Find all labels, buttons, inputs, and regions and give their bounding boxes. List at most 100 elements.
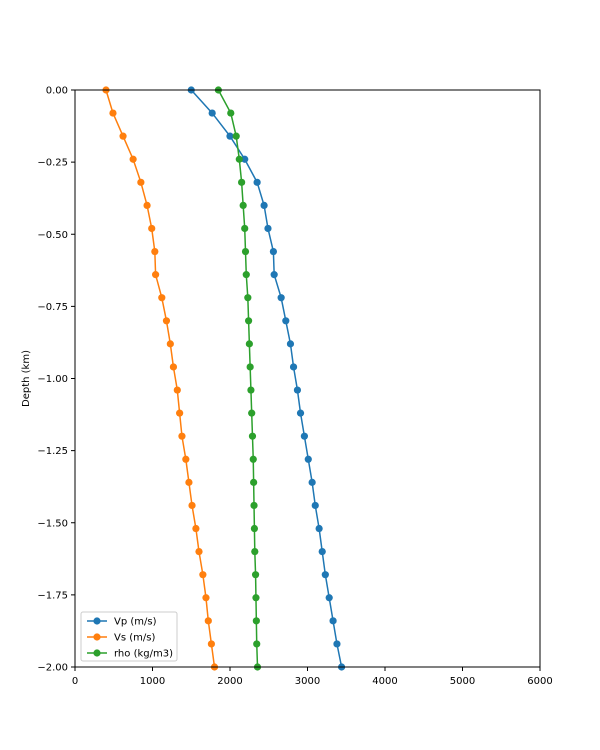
data-point	[318, 548, 326, 556]
data-point	[185, 478, 193, 486]
legend-box	[80, 611, 178, 662]
data-point	[260, 201, 268, 209]
series-line	[217, 89, 259, 668]
data-point	[188, 501, 196, 510]
data-point	[195, 548, 203, 556]
y-tick-label: 0.00	[46, 86, 68, 97]
data-point	[308, 478, 316, 486]
y-tick-label: −0.50	[37, 230, 68, 241]
data-point	[253, 640, 261, 648]
data-point	[253, 178, 261, 186]
data-point	[269, 247, 277, 256]
data-point	[226, 132, 234, 140]
data-point	[241, 247, 250, 256]
data-point	[158, 294, 166, 302]
y-axis-label: Depth (km)	[21, 350, 32, 407]
data-point	[227, 109, 235, 117]
series-2	[102, 86, 219, 671]
data-point	[311, 501, 319, 510]
data-point	[325, 594, 333, 602]
data-point	[244, 294, 252, 302]
data-point	[162, 317, 171, 325]
y-tick-label: −1.50	[37, 518, 68, 529]
data-point	[248, 432, 257, 440]
x-tick-label: 6000	[527, 676, 552, 687]
legend-label: Vs (m/s)	[114, 633, 155, 644]
data-point	[241, 224, 249, 233]
legend-entry: Vs (m/s)	[87, 633, 155, 644]
data-point	[329, 617, 337, 625]
data-point	[235, 155, 243, 163]
y-tick-label: −1.75	[37, 590, 68, 601]
data-point	[270, 271, 278, 279]
series-1	[187, 86, 346, 671]
y-tick-label: −2.00	[37, 663, 68, 674]
data-point	[300, 432, 308, 440]
data-point	[250, 478, 258, 486]
data-point	[129, 155, 137, 163]
legend-label: rho (kg/m3)	[114, 649, 173, 660]
data-point	[251, 548, 259, 556]
legend-entry: rho (kg/m3)	[87, 649, 173, 660]
data-point	[143, 201, 151, 209]
data-point	[119, 132, 127, 140]
data-point	[252, 594, 260, 602]
x-tick-label: 4000	[372, 676, 397, 687]
y-tick-label: −1.25	[37, 446, 68, 457]
data-point	[289, 363, 298, 371]
data-point	[238, 178, 246, 186]
data-point	[277, 294, 285, 302]
data-point	[232, 132, 240, 140]
plot-frame	[74, 89, 541, 668]
data-point	[296, 409, 305, 417]
data-point	[304, 455, 312, 463]
data-point	[242, 271, 250, 279]
legend-swatch-marker	[93, 617, 101, 625]
data-point	[321, 571, 329, 579]
data-point	[137, 178, 145, 186]
y-tick-label: −0.75	[37, 302, 68, 313]
data-point	[251, 571, 260, 579]
x-tick-label: 5000	[450, 676, 475, 687]
data-point	[282, 317, 290, 325]
data-point	[245, 317, 253, 325]
data-point	[176, 409, 184, 417]
data-point	[252, 617, 260, 625]
data-point	[204, 617, 212, 625]
legend-swatch-marker	[93, 633, 101, 641]
y-axis: 0.00 −0.25 −0.50 −0.75 −1.00 −1.25 −1.50 −1.75 −…	[37, 86, 75, 674]
x-tick-label: 0	[72, 676, 78, 687]
data-point	[315, 524, 323, 533]
legend: Vp (m/s) Vs (m/s) rho (kg/m3)	[80, 611, 178, 662]
data-point	[247, 386, 255, 394]
data-point	[192, 524, 200, 533]
data-point	[248, 409, 256, 417]
legend-entry: Vp (m/s)	[87, 617, 157, 628]
data-point	[293, 386, 302, 394]
x-tick-label: 1000	[140, 676, 165, 687]
series-layer	[102, 86, 346, 671]
legend-swatch-marker	[93, 649, 101, 657]
x-tick-label: 2000	[217, 676, 242, 687]
x-axis: 0 1000 2000 3000 4000 5000 6000	[72, 667, 553, 687]
x-tick-label: 3000	[295, 676, 320, 687]
data-point	[250, 501, 258, 510]
data-point	[178, 432, 186, 440]
data-point	[173, 386, 181, 394]
data-point	[109, 109, 117, 117]
data-point	[246, 363, 254, 371]
data-point	[199, 571, 207, 579]
data-point	[333, 640, 341, 648]
data-point	[250, 524, 259, 533]
series-3	[214, 86, 262, 671]
data-point	[148, 224, 156, 233]
data-point	[239, 201, 247, 209]
data-point	[169, 363, 178, 371]
data-point	[249, 455, 257, 463]
data-point	[286, 340, 295, 348]
data-point	[208, 109, 216, 117]
data-point	[264, 224, 272, 233]
y-tick-label: −0.25	[37, 158, 68, 169]
data-point	[202, 594, 210, 602]
